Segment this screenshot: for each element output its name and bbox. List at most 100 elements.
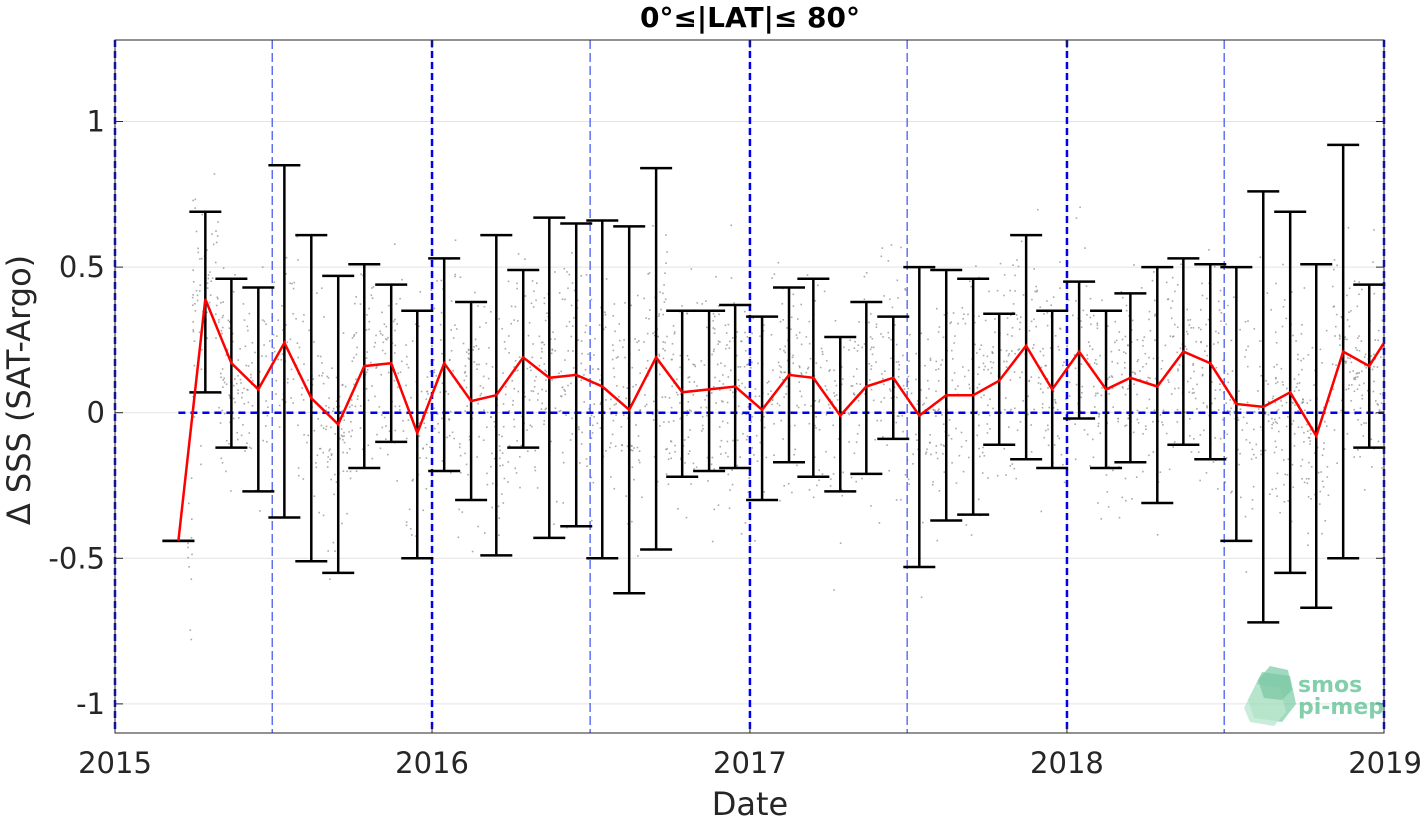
- scatter-point: [662, 348, 664, 350]
- scatter-point: [1308, 437, 1311, 439]
- scatter-point: [763, 491, 765, 493]
- scatter-point: [533, 380, 536, 382]
- scatter-point: [375, 334, 377, 337]
- scatter-point: [1319, 503, 1321, 505]
- scatter-point: [1276, 363, 1278, 366]
- scatter-point: [896, 396, 898, 399]
- scatter-point: [355, 470, 358, 472]
- scatter-point: [246, 325, 249, 328]
- scatter-point: [784, 351, 786, 354]
- scatter-point: [394, 352, 396, 354]
- scatter-point: [194, 198, 197, 201]
- scatter-point: [1121, 496, 1124, 499]
- scatter-point: [1137, 422, 1140, 424]
- scatter-point: [1086, 358, 1089, 360]
- scatter-point: [514, 370, 517, 372]
- scatter-point: [1039, 388, 1042, 390]
- scatter-point: [1225, 457, 1228, 459]
- scatter-point: [1059, 327, 1061, 330]
- scatter-point: [1290, 520, 1293, 523]
- scatter-point: [504, 393, 507, 396]
- scatter-point: [286, 381, 289, 384]
- scatter-point: [298, 474, 300, 477]
- scatter-point: [325, 428, 327, 431]
- scatter-point: [464, 370, 467, 373]
- scatter-point: [751, 447, 753, 449]
- scatter-point: [560, 409, 562, 412]
- scatter-point: [1040, 510, 1043, 513]
- scatter-point: [1189, 418, 1191, 420]
- scatter-point: [1308, 461, 1310, 464]
- scatter-point: [281, 305, 283, 307]
- scatter-point: [834, 320, 837, 322]
- scatter-point: [1320, 471, 1322, 473]
- scatter-point: [1112, 469, 1114, 472]
- scatter-point: [942, 423, 945, 425]
- scatter-point: [222, 386, 224, 388]
- scatter-point: [221, 332, 223, 335]
- scatter-point: [415, 535, 417, 537]
- scatter-point: [514, 305, 517, 308]
- scatter-point: [1217, 332, 1220, 334]
- scatter-point: [473, 361, 476, 363]
- scatter-point: [807, 366, 810, 369]
- scatter-point: [1009, 379, 1012, 381]
- scatter-point: [902, 354, 904, 357]
- scatter-point: [356, 346, 358, 349]
- scatter-point: [194, 303, 196, 305]
- scatter-point: [240, 434, 243, 437]
- scatter-point: [743, 365, 746, 368]
- scatter-point: [250, 447, 253, 450]
- scatter-point: [366, 351, 368, 353]
- scatter-point: [1358, 281, 1360, 283]
- scatter-point: [501, 327, 503, 330]
- scatter-point: [840, 488, 843, 491]
- scatter-point: [779, 499, 781, 502]
- scatter-point: [513, 425, 516, 428]
- scatter-point: [198, 331, 201, 334]
- scatter-point: [545, 379, 547, 381]
- scatter-point: [1165, 432, 1168, 435]
- scatter-point: [458, 446, 461, 449]
- scatter-point: [615, 357, 618, 359]
- scatter-point: [662, 357, 665, 360]
- scatter-point: [191, 518, 193, 520]
- scatter-point: [465, 386, 468, 389]
- scatter-point: [938, 408, 940, 410]
- scatter-point: [810, 405, 812, 407]
- scatter-point: [1068, 381, 1071, 384]
- scatter-point: [773, 273, 776, 275]
- scatter-point: [1202, 402, 1205, 404]
- scatter-point: [229, 421, 231, 424]
- scatter-point: [1375, 400, 1377, 402]
- scatter-point: [1117, 417, 1120, 420]
- scatter-point: [970, 285, 972, 288]
- scatter-point: [1177, 387, 1180, 389]
- scatter-point: [526, 429, 528, 431]
- scatter-point: [1374, 339, 1376, 341]
- scatter-point: [590, 437, 593, 439]
- scatter-point: [438, 431, 440, 434]
- scatter-point: [463, 372, 466, 374]
- scatter-point: [473, 346, 475, 348]
- scatter-point: [1191, 392, 1194, 394]
- scatter-point: [1281, 325, 1284, 328]
- scatter-point: [652, 225, 654, 227]
- scatter-point: [724, 324, 727, 327]
- scatter-point: [964, 375, 966, 378]
- scatter-point: [355, 378, 357, 381]
- scatter-point: [1035, 325, 1037, 328]
- scatter-point: [1371, 368, 1374, 371]
- scatter-point: [855, 441, 858, 443]
- scatter-point: [722, 400, 724, 403]
- scatter-point: [890, 397, 893, 399]
- scatter-point: [439, 323, 442, 326]
- scatter-point: [1267, 414, 1270, 416]
- scatter-point: [406, 355, 408, 358]
- scatter-point: [1052, 296, 1055, 298]
- scatter-point: [1275, 376, 1277, 379]
- scatter-point: [635, 424, 637, 426]
- scatter-point: [1349, 357, 1351, 360]
- scatter-point: [1053, 444, 1056, 446]
- scatter-point: [1047, 387, 1049, 389]
